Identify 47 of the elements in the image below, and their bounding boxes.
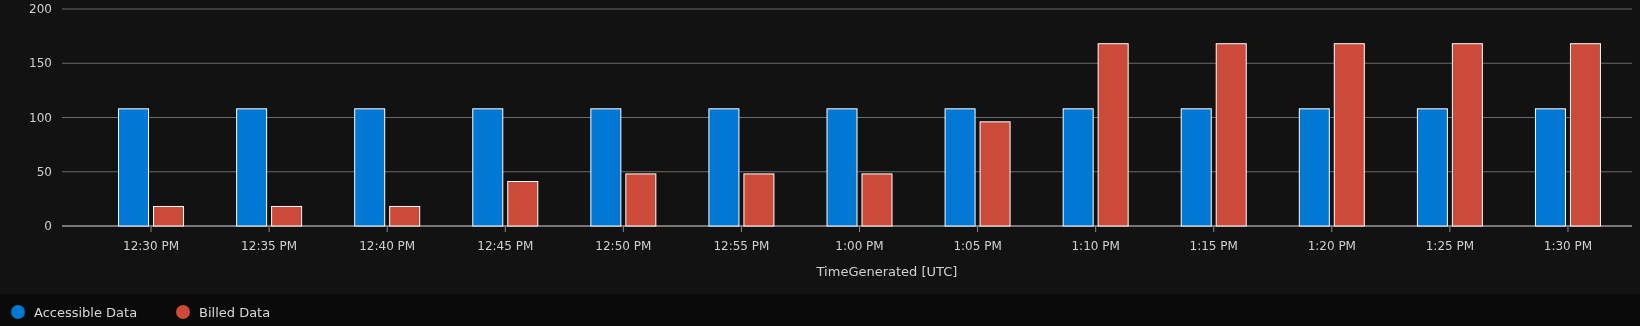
bar [708,108,740,227]
bar [389,205,421,227]
bar [826,108,858,227]
x-tick-label: 1:00 PM [835,239,884,253]
legend-label: Billed Data [199,304,271,320]
x-tick-label: 1:25 PM [1425,239,1475,253]
x-tick-label: 1:05 PM [953,239,1002,253]
bar [153,205,185,227]
bar [236,108,268,227]
bar [507,181,539,227]
x-tick-label: 12:45 PM [477,239,534,253]
bar [118,108,150,227]
bar [1180,108,1212,227]
legend-label: Accessible Data [34,304,138,320]
bar [861,173,893,227]
bar [743,173,775,227]
bar [1416,108,1448,227]
bar [1097,43,1129,227]
bar [1215,43,1247,227]
bar [1333,43,1365,227]
bar [271,205,303,227]
bar [944,108,976,227]
x-tick-label: 1:10 PM [1071,239,1120,253]
bar [1451,43,1483,227]
bar [979,121,1011,227]
bar [590,108,622,227]
y-tick-label: 50 [36,164,52,179]
x-axis-title: TimeGenerated [UTC] [815,264,958,279]
x-tick-label: 12:30 PM [123,239,180,253]
x-tick-label: 12:40 PM [359,239,416,253]
y-tick-label: 100 [29,110,52,125]
x-tick-label: 1:30 PM [1543,239,1593,253]
bar [472,108,504,227]
y-tick-label: 150 [29,56,52,71]
bar [1569,43,1601,227]
y-tick-label: 200 [29,2,52,17]
x-tick-label: 12:55 PM [713,239,770,253]
x-tick-label: 12:35 PM [241,239,298,253]
x-tick-label: 1:20 PM [1307,239,1356,253]
bar [1534,108,1566,227]
bar [1062,108,1094,227]
x-tick-label: 1:15 PM [1189,239,1238,253]
bar [1298,108,1330,227]
bar [625,173,657,227]
x-tick-label: 12:50 PM [595,239,652,253]
bar [354,108,386,227]
y-tick-label: 0 [44,219,52,234]
